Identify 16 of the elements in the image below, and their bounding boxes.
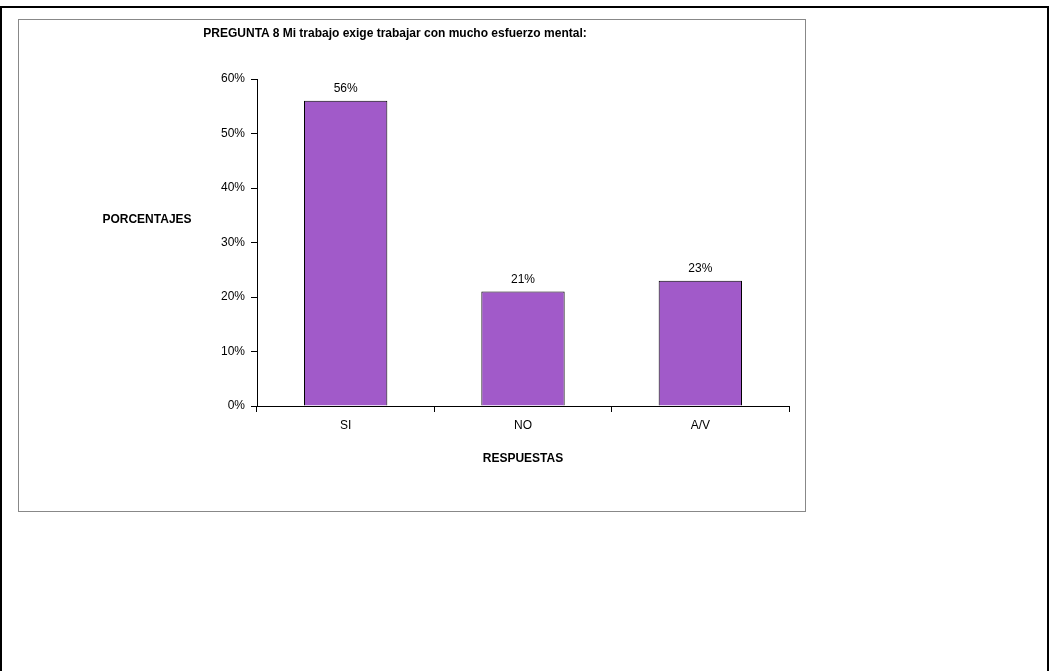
x-tick-label: NO <box>514 417 532 432</box>
y-tick-label: 40% <box>220 180 246 195</box>
data-label: 21% <box>510 271 536 286</box>
x-axis-title: RESPUESTAS <box>482 451 564 466</box>
data-label: 23% <box>688 260 713 275</box>
y-tick-label: 50% <box>220 125 246 140</box>
y-tick-label: 0% <box>227 398 246 413</box>
y-tick-label: 10% <box>220 343 246 358</box>
y-tick-label: 60% <box>220 71 246 86</box>
y-axis-title: PORCENTAJES <box>102 211 192 226</box>
chart-title: PREGUNTA 8 Mi trabajo exige trabajar con mucho esfuerzo mental: <box>203 26 587 41</box>
y-tick-label: 30% <box>220 234 246 249</box>
x-tick-label: SI <box>339 417 352 432</box>
y-tick-label: 20% <box>220 289 246 304</box>
data-label: 56% <box>333 81 358 96</box>
x-tick-label: A/V <box>690 417 711 432</box>
